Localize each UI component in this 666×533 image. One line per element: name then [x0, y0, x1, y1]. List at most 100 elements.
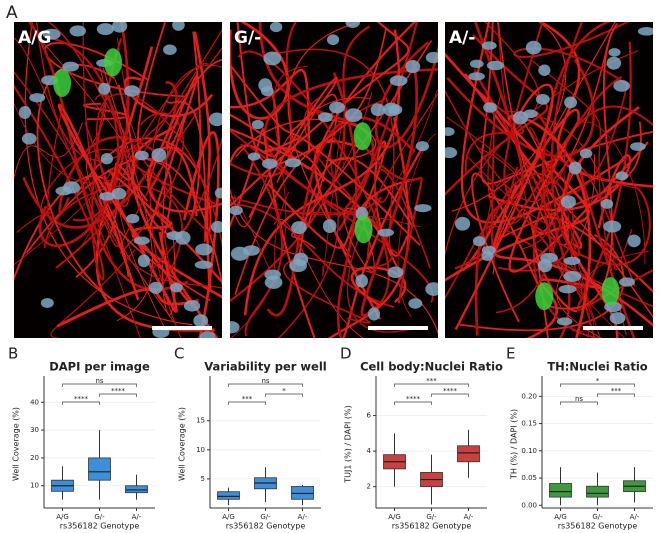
neurite: [273, 219, 364, 338]
nucleus: [208, 112, 222, 127]
neurite: [476, 95, 527, 225]
significance-bracket: [228, 401, 266, 405]
neurite: [237, 50, 390, 309]
nucleus: [525, 40, 542, 55]
x-tick-label: A/G: [222, 513, 235, 521]
neurite: [460, 22, 628, 224]
neurite: [332, 72, 358, 338]
nucleus: [344, 108, 363, 123]
nucleus: [445, 127, 455, 137]
significance-label: *: [282, 387, 286, 395]
neurite: [559, 257, 626, 338]
y-tick-label: 0.00: [521, 501, 537, 509]
nucleus: [558, 284, 577, 294]
th-cell: [103, 48, 122, 77]
neurite: [507, 114, 592, 338]
nucleus: [468, 72, 485, 81]
neurite: [267, 179, 411, 249]
nucleus: [560, 195, 576, 209]
box: [88, 457, 111, 481]
nucleus: [481, 41, 497, 50]
significance-label: ***: [242, 395, 253, 403]
neurite: [123, 28, 222, 176]
neurite: [230, 22, 290, 120]
neurite: [446, 59, 595, 158]
nucleus: [445, 147, 458, 159]
nucleus: [21, 132, 37, 145]
nucleus: [126, 213, 140, 224]
nucleus: [172, 22, 185, 31]
nucleus: [579, 148, 593, 159]
significance-label: ****: [111, 387, 126, 395]
nucleus: [111, 187, 127, 200]
nucleus: [112, 22, 128, 33]
nucleus: [425, 51, 438, 64]
significance-bracket: [62, 401, 100, 405]
y-tick-label: 6: [367, 412, 372, 420]
nucleus: [210, 221, 222, 233]
scale-bar: [152, 326, 212, 330]
box: [125, 485, 148, 494]
nucleus: [69, 25, 86, 37]
nucleus: [613, 79, 630, 92]
nucleus: [230, 205, 243, 216]
chart-title: DAPI per image: [49, 360, 150, 374]
nucleus: [454, 216, 471, 231]
neurite: [303, 95, 393, 267]
neurite: [532, 216, 653, 313]
neurite: [454, 105, 653, 270]
nucleus: [630, 142, 646, 151]
nucleus: [194, 260, 213, 270]
x-axis-label: rs356182 Genotype: [60, 522, 140, 531]
nucleus: [62, 61, 79, 72]
neurite: [14, 37, 141, 338]
y-tick-label: 40: [30, 398, 39, 406]
nucleus: [230, 321, 240, 334]
y-tick-label: 15: [196, 417, 205, 425]
neurite: [248, 77, 338, 218]
image-content: [445, 22, 653, 338]
nucleus: [535, 93, 550, 105]
neurite: [343, 207, 377, 272]
significance-label: ***: [611, 387, 622, 395]
nucleus: [133, 236, 150, 245]
nucleus: [370, 103, 385, 117]
nucleus: [377, 228, 394, 237]
neurite: [27, 22, 189, 291]
neurite: [236, 22, 333, 166]
neurite: [24, 22, 193, 326]
nucleus: [564, 96, 577, 109]
neurite: [276, 93, 338, 224]
nucleus: [199, 331, 216, 338]
neurite: [528, 158, 574, 338]
nucleus: [18, 106, 32, 120]
neurite: [531, 60, 627, 336]
neurite: [464, 73, 583, 249]
significance-bracket: [228, 383, 303, 387]
nucleus: [538, 64, 551, 76]
neurite: [230, 128, 316, 338]
neurite: [99, 197, 211, 302]
panel-label: D: [340, 345, 352, 363]
nucleus: [291, 221, 307, 234]
significance-label: ***: [426, 377, 437, 385]
neurite: [445, 89, 578, 202]
neurite: [82, 22, 222, 289]
y-tick-label: 0.20: [521, 392, 537, 400]
y-tick-label: 20: [30, 454, 39, 462]
neurite: [38, 22, 130, 247]
neurite: [230, 22, 410, 207]
significance-label: ****: [443, 387, 458, 395]
box: [586, 485, 609, 498]
nucleus: [166, 231, 183, 241]
nucleus: [540, 252, 558, 263]
significance-bracket: [265, 393, 303, 397]
neurite: [14, 71, 198, 247]
neurite: [473, 22, 524, 336]
significance-bracket: [560, 383, 635, 387]
neurite: [393, 90, 438, 187]
nucleus: [149, 281, 163, 294]
neurite: [556, 154, 603, 338]
nucleus: [600, 198, 614, 209]
significance-label: ns: [575, 395, 583, 403]
